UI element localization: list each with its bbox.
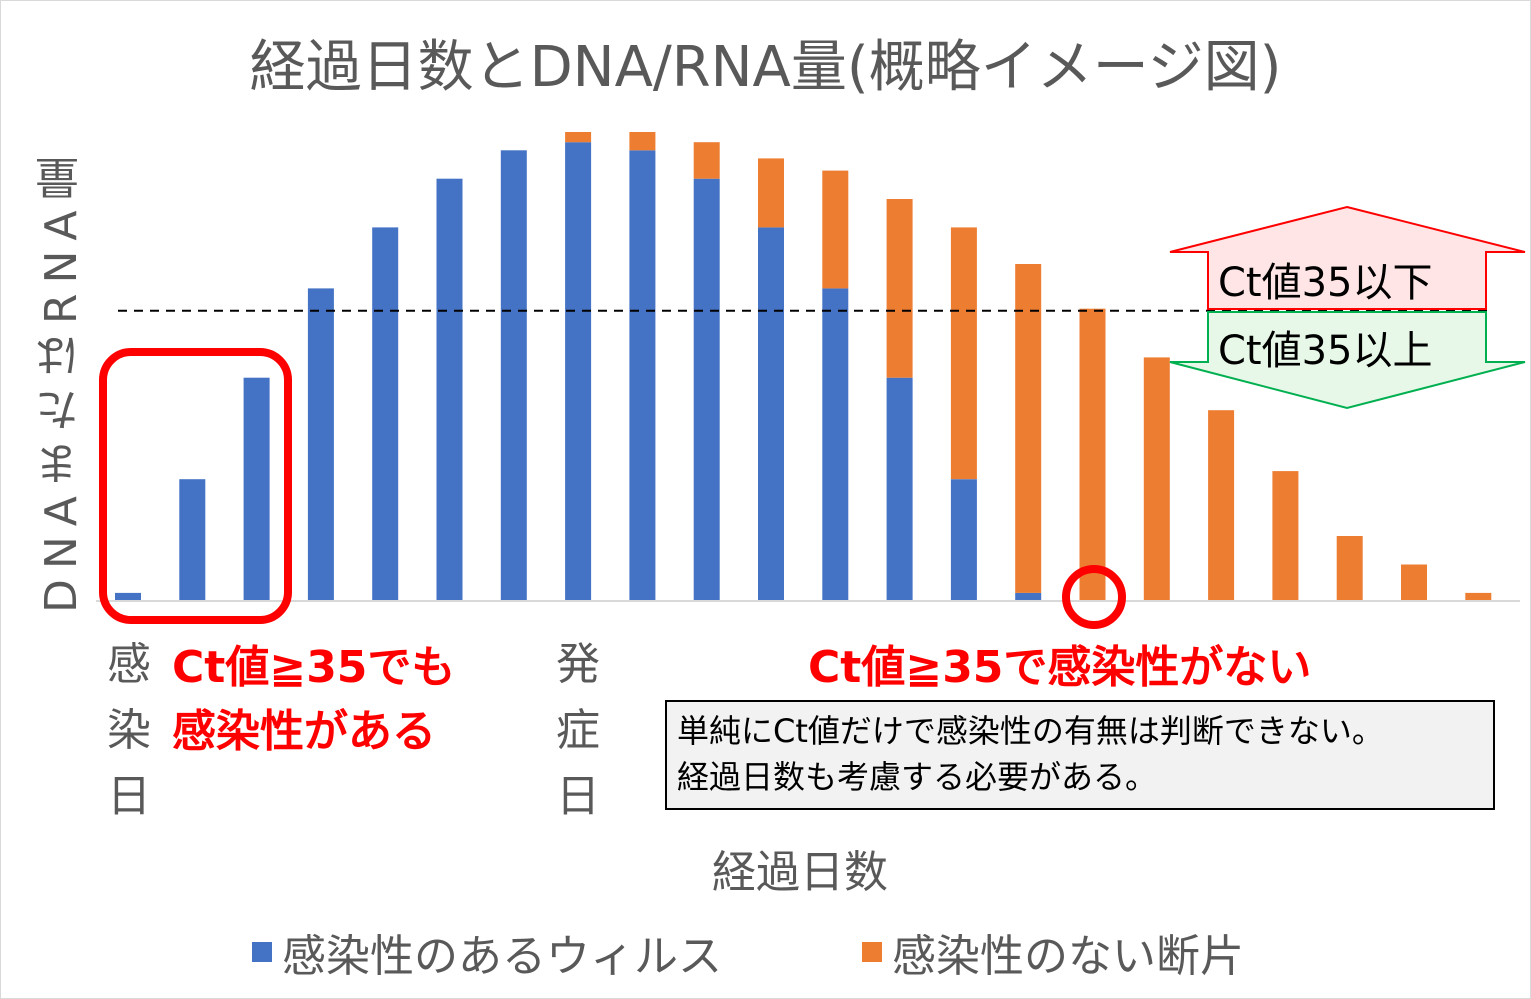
bar-fragment-14 (950, 227, 977, 480)
left-annotation-line1: Ct値≧35でも (172, 642, 456, 693)
bar-fragment-21 (1401, 564, 1427, 601)
bar-infectious-15 (1015, 592, 1042, 601)
bar-infectious-1 (115, 592, 141, 601)
bar-infectious-4 (307, 288, 334, 601)
bar-fragment-19 (1272, 471, 1299, 601)
bar-fragment-17 (1143, 357, 1170, 601)
bar-infectious-6 (436, 178, 463, 601)
arrow-down-shape (1169, 311, 1526, 410)
bar-fragment-8 (565, 132, 592, 143)
bar-fragment-13 (886, 199, 913, 378)
legend-item-infectious: 感染性のあるウィルス (252, 922, 722, 982)
note-box: 単純にCt値だけで感染性の有無は判断できない。 経過日数も考慮する必要がある。 (665, 700, 1495, 810)
legend-label-infectious: 感染性のあるウィルス (282, 931, 722, 982)
note-line2: 経過日数も考慮する必要がある。 (677, 758, 1158, 796)
x-axis-label: 経過日数 (712, 847, 888, 898)
bar-infectious-10 (693, 178, 720, 601)
bar-fragment-9 (629, 132, 656, 151)
bar-fragment-12 (822, 170, 849, 289)
bar-infectious-13 (886, 377, 913, 601)
bar-fragment-18 (1208, 410, 1235, 601)
bar-fragment-15 (1015, 264, 1042, 593)
legend-swatch-infectious (252, 942, 272, 962)
arrow-up-label: Ct値35以下 (1218, 260, 1433, 306)
bar-infectious-2 (179, 479, 206, 601)
no-infectivity-highlight-circle (1062, 565, 1126, 629)
bar-fragment-10 (693, 142, 720, 179)
legend-item-fragment: 感染性のない断片 (862, 922, 1244, 982)
chart-title: 経過日数とDNA/RNA量(概略イメージ図) (249, 35, 1282, 100)
infection-day-label: 感 染 日 (107, 639, 151, 822)
bar-fragment-20 (1336, 536, 1363, 601)
left-annotation-line2: 感染性がある (172, 706, 436, 757)
onset-day-label: 発 症 日 (556, 639, 600, 822)
bar-fragment-16 (1079, 308, 1106, 601)
bar-infectious-5 (372, 227, 399, 601)
bar-infectious-9 (629, 150, 656, 602)
bar-infectious-3 (243, 377, 270, 601)
early-infection-highlight-box (99, 348, 292, 624)
bar-infectious-12 (822, 288, 849, 601)
arrow-up-shape (1169, 205, 1526, 310)
bars-group (115, 132, 1492, 602)
legend-label-fragment: 感染性のない断片 (892, 931, 1244, 982)
bar-infectious-14 (950, 479, 977, 601)
bar-fragment-22 (1465, 592, 1492, 601)
note-line1: 単純にCt値だけで感染性の有無は判断できない。 (677, 712, 1384, 750)
right-annotation: Ct値≧35で感染性がない (808, 642, 1312, 693)
arrow-down-label: Ct値35以上 (1218, 328, 1433, 374)
legend-swatch-fragment (862, 942, 882, 962)
bar-infectious-7 (500, 150, 527, 602)
bar-infectious-8 (565, 142, 592, 601)
bar-fragment-11 (758, 158, 784, 228)
bar-infectious-11 (758, 227, 784, 601)
